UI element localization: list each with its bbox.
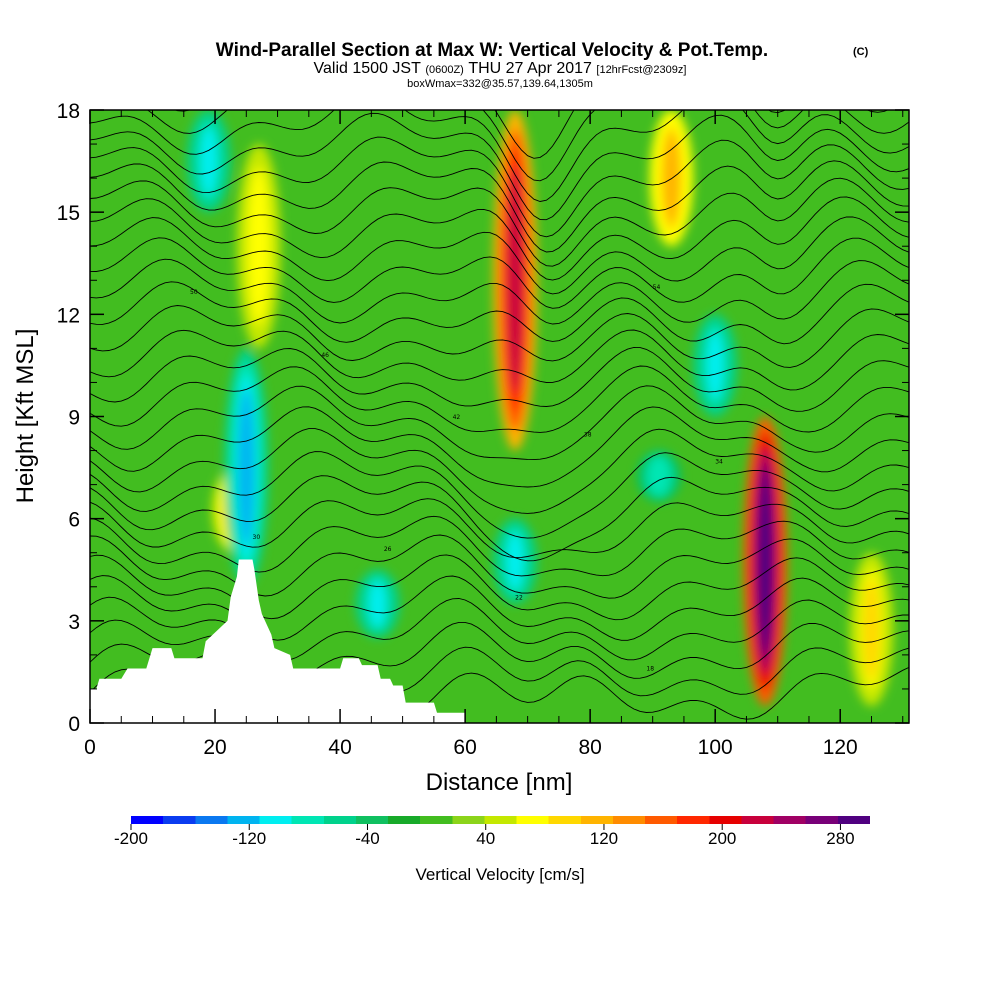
contour-label-4: 22 <box>515 594 523 601</box>
updraft-core-4 <box>863 578 880 681</box>
chart-subtitle: Valid 1500 JST (0600Z) THU 27 Apr 2017 [… <box>314 60 687 77</box>
chart-title: Wind-Parallel Section at Max W: Vertical… <box>216 40 768 61</box>
theta-contour-20 <box>90 237 909 309</box>
velocity-features <box>186 110 894 706</box>
x-tick-label-0: 0 <box>84 736 96 759</box>
vertical-velocity-field <box>90 110 909 723</box>
y-tick-label-4: 12 <box>57 304 80 327</box>
theta-contour-13 <box>90 385 909 461</box>
theta-contour-15 <box>90 347 909 412</box>
y-tick-label-2: 6 <box>68 509 80 532</box>
updraft-core-3 <box>250 178 267 314</box>
contour-label-10: 34 <box>715 459 723 466</box>
plot-area: 1418222630343842465054 <box>90 110 909 723</box>
theta-contour-8 <box>90 498 909 559</box>
terrain <box>90 559 466 723</box>
contour-label-6: 26 <box>384 546 392 553</box>
x-tick-label-3: 60 <box>453 736 476 759</box>
theta-contour-27 <box>90 110 909 202</box>
theta-contour-11 <box>90 428 909 514</box>
contour-label-20: 54 <box>653 284 661 291</box>
contour-label-14: 42 <box>453 414 461 421</box>
downdraft-core-6 <box>238 388 255 547</box>
colorbar-tick-label-1: -120 <box>232 829 266 848</box>
theta-contour-12 <box>90 406 909 488</box>
theta-contour-18 <box>90 281 909 345</box>
forecast-info: [12hrFcst@2309z] <box>596 64 686 76</box>
theta-contour-26 <box>90 112 909 221</box>
downdraft-core-9 <box>707 331 724 400</box>
downdraft-core-8 <box>369 581 386 627</box>
colorbar-tick-label-6: 280 <box>826 829 854 848</box>
theta-contour-23 <box>90 177 909 267</box>
valid-utc: (0600Z) <box>425 64 464 76</box>
downdraft-core-7 <box>507 533 524 590</box>
x-tick-label-4: 80 <box>578 736 601 759</box>
theta-contour-9 <box>90 475 909 562</box>
theta-contours: 1418222630343842465054 <box>90 110 909 720</box>
colorbar-tick-label-4: 120 <box>590 829 618 848</box>
copyright-mark: (C) <box>853 46 869 58</box>
theta-contour-24 <box>90 160 909 253</box>
updraft-core-1 <box>757 465 774 658</box>
contour-label-16: 46 <box>321 352 329 359</box>
x-tick-label-6: 120 <box>823 736 858 759</box>
valid-date: THU 27 Apr 2017 <box>468 60 592 77</box>
colorbar-tick-label-2: -40 <box>355 829 380 848</box>
theta-contour-21 <box>90 216 909 295</box>
x-axis-label: Distance [nm] <box>426 769 573 796</box>
colorbar-gradient <box>131 816 870 824</box>
theta-contour-16 <box>90 329 909 391</box>
downdraft-core-11 <box>200 127 217 195</box>
theta-contour-17 <box>90 305 909 368</box>
y-tick-label-6: 18 <box>57 100 80 123</box>
theta-contour-14 <box>90 365 909 433</box>
contour-label-2: 18 <box>646 666 654 673</box>
x-tick-label-2: 40 <box>328 736 351 759</box>
box-info: boxWmax=332@35.57,139.64,1305m <box>407 78 593 90</box>
updraft-core-0 <box>507 167 524 394</box>
valid-time: Valid 1500 JST <box>314 60 422 77</box>
theta-contour-22 <box>90 196 909 281</box>
theta-contour-6 <box>90 534 909 599</box>
contour-label-18: 50 <box>190 289 198 296</box>
y-tick-label-1: 3 <box>68 611 80 634</box>
theta-contour-29 <box>173 110 889 159</box>
y-tick-label-5: 15 <box>57 202 80 225</box>
colorbar-label: Vertical Velocity [cm/s] <box>415 865 584 884</box>
contour-label-8: 30 <box>253 534 261 541</box>
y-tick-label-0: 0 <box>68 713 80 736</box>
updraft-core-5 <box>663 132 680 224</box>
contour-label-12: 38 <box>584 432 592 439</box>
colorbar-tick-label-0: -200 <box>114 829 148 848</box>
y-tick-label-3: 9 <box>68 407 80 430</box>
theta-contour-25 <box>90 136 909 238</box>
theta-contour-7 <box>90 515 909 577</box>
colorbar: -200 -120 -40 40 120 200 280 <box>114 816 870 848</box>
theta-contour-10 <box>90 451 909 539</box>
axes: 0 20 40 60 80 100 120 0 3 6 9 12 15 18 <box>57 100 910 759</box>
y-axis-label: Height [Kft MSL] <box>12 329 39 504</box>
x-tick-label-5: 100 <box>698 736 733 759</box>
theta-contour-19 <box>90 258 909 325</box>
colorbar-tick-label-3: 40 <box>476 829 495 848</box>
downdraft-core-10 <box>650 459 667 494</box>
theta-contour-5 <box>90 554 909 621</box>
colorbar-tick-label-5: 200 <box>708 829 736 848</box>
x-tick-label-1: 20 <box>203 736 226 759</box>
theta-contour-4 <box>90 575 909 641</box>
